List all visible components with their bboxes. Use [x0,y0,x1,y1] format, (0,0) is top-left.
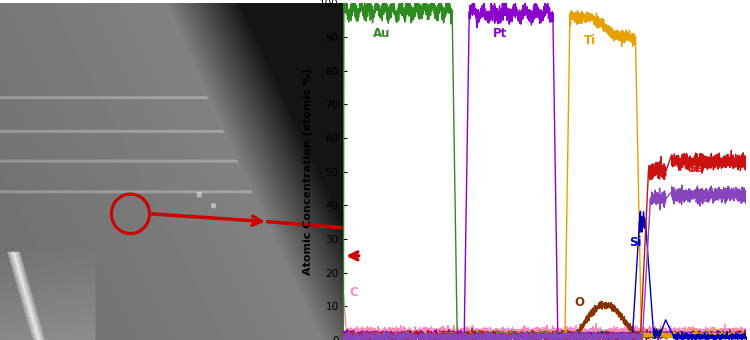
Text: Ga: Ga [687,162,704,175]
Text: Si: Si [629,236,642,249]
Text: O: O [574,296,584,309]
Y-axis label: Atomic Concentration (atomic %): Atomic Concentration (atomic %) [303,68,313,275]
Text: Au: Au [373,27,390,40]
Text: As: As [695,192,711,205]
Text: Pt: Pt [493,27,507,40]
Text: C: C [349,286,358,299]
Text: Ti: Ti [584,34,596,47]
